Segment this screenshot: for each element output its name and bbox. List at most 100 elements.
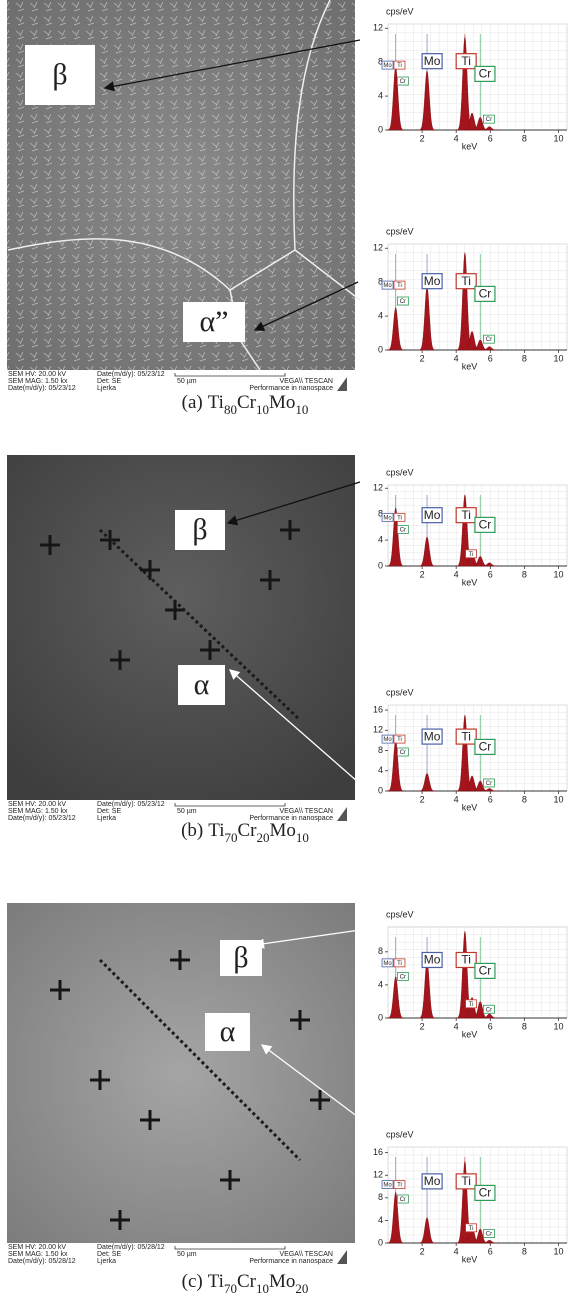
element-label: Cr [400,750,406,756]
x-tick-label: 2 [420,133,425,143]
x-tick-label: 10 [553,569,563,579]
phase-label: β [52,58,67,91]
x-tick-label: 2 [420,353,425,363]
element-label: Ti [397,737,402,743]
element-label: Cr [479,1186,492,1200]
y-tick-label: 4 [378,90,383,100]
x-axis-label: keV [462,361,478,371]
formula-subscript: 20 [256,830,269,845]
x-tick-label: 4 [454,133,459,143]
formula-subscript: 70 [224,1281,237,1296]
element-label: Mo [424,729,441,743]
x-tick-label: 6 [488,353,493,363]
element-label: Cr [400,1197,406,1203]
x-tick-label: 8 [522,794,527,804]
element-label: Mo [424,508,441,522]
y-tick-label: 12 [373,243,383,253]
formula-subscript: 10 [296,830,309,845]
y-tick-label: 0 [378,1237,383,1247]
info-text: Ljerka [97,815,116,822]
formula-symbol: Mo [269,392,295,413]
info-text: Det: SE [97,1251,121,1258]
y-axis-label: cps/eV [386,687,414,697]
y-axis-label: cps/eV [386,226,414,236]
x-tick-label: 4 [454,569,459,579]
caption-label: (c) [182,1271,203,1292]
y-axis-label: cps/eV [386,909,414,919]
element-label: Cr [400,975,406,981]
info-text: Det: SE [97,808,121,815]
y-tick-label: 12 [373,725,383,735]
x-tick-label: 8 [522,133,527,143]
x-tick-label: 8 [522,353,527,363]
y-tick-label: 0 [378,560,383,570]
scale-text: 50 µm [177,378,197,385]
formula-symbol: Mo [269,820,295,841]
phase-label: β [233,941,248,974]
info-text: SEM HV: 20.00 kV [8,801,66,808]
element-label: Ti [469,1226,474,1232]
element-label: Cr [486,1007,492,1013]
x-tick-label: 2 [420,569,425,579]
phase-label: α [220,1015,236,1048]
info-text: Ljerka [97,385,116,392]
info-text: SEM MAG: 1.50 kx [8,808,68,815]
y-axis-label: cps/eV [386,1129,414,1139]
slogan: Performance in nanospace [249,1258,333,1265]
element-label: Cr [400,528,406,534]
x-tick-label: 4 [454,1246,459,1256]
y-tick-label: 0 [378,1012,383,1022]
micrograph [7,455,355,800]
info-text: SEM HV: 20.00 kV [8,371,66,378]
element-label: Mo [424,953,441,967]
element-label: Ti [461,953,471,967]
element-label: Mo [383,283,392,289]
info-text: SEM MAG: 1.50 kx [8,378,68,385]
y-tick-label: 4 [378,1215,383,1225]
formula-symbol: Ti [208,820,224,841]
caption: (c)Ti70Cr10Mo20 [182,1271,309,1296]
element-label: Ti [461,54,471,68]
formula-subscript: 10 [256,402,269,417]
y-tick-label: 8 [378,1192,383,1202]
y-tick-label: 8 [378,745,383,755]
x-tick-label: 4 [454,1021,459,1031]
element-label: Cr [400,299,406,305]
info-text: Date(m/d/y): 05/23/12 [8,385,76,392]
x-axis-label: keV [462,802,478,812]
x-tick-label: 6 [488,794,493,804]
caption-label: (a) [182,392,203,413]
x-tick-label: 6 [488,1021,493,1031]
x-tick-label: 8 [522,569,527,579]
element-label: Mo [424,274,441,288]
formula-symbol: Cr [237,392,257,413]
formula-subscript: 70 [224,830,237,845]
y-axis-label: cps/eV [386,467,414,477]
y-tick-label: 0 [378,124,383,134]
formula-subscript: 20 [295,1281,308,1296]
element-label: Cr [479,964,492,978]
formula-symbol: Cr [237,1271,257,1292]
element-label: Ti [461,729,471,743]
formula-subscript: 80 [224,402,237,417]
y-tick-label: 8 [378,946,383,956]
formula-symbol: Mo [269,1271,295,1292]
formula-symbol: Ti [208,1271,224,1292]
caption-label: (b) [181,820,203,841]
caption: (a)Ti80Cr10Mo10 [182,392,309,417]
element-label: Cr [479,740,492,754]
brand: VEGA\\ TESCAN [279,1251,333,1258]
element-label: Ti [397,515,402,521]
x-tick-label: 10 [553,133,563,143]
y-tick-label: 0 [378,344,383,354]
y-tick-label: 12 [373,23,383,33]
element-label: Cr [400,79,406,85]
element-label: Cr [486,337,492,343]
brand: VEGA\\ TESCAN [279,378,333,385]
info-text: Date(m/d/y): 05/23/12 [97,801,165,808]
element-label: Cr [486,117,492,123]
y-tick-label: 0 [378,785,383,795]
x-tick-label: 10 [553,353,563,363]
caption: (b)Ti70Cr20Mo10 [181,820,309,845]
element-label: Mo [383,961,392,967]
